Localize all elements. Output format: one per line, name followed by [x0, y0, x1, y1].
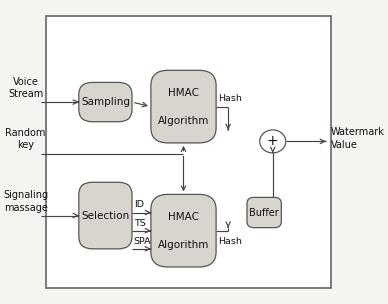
FancyBboxPatch shape — [151, 194, 216, 267]
Text: SPA: SPA — [134, 237, 151, 246]
Text: HMAC

Algorithm: HMAC Algorithm — [158, 88, 209, 126]
Text: Selection: Selection — [81, 211, 130, 220]
Text: Hash: Hash — [218, 94, 242, 103]
FancyBboxPatch shape — [79, 182, 132, 249]
Text: Sampling: Sampling — [81, 97, 130, 107]
Text: Random
key: Random key — [5, 128, 46, 150]
Text: Signaling
massage: Signaling massage — [3, 190, 48, 212]
FancyBboxPatch shape — [46, 16, 331, 288]
Text: +: + — [267, 134, 279, 148]
FancyBboxPatch shape — [79, 82, 132, 122]
Text: Voice
Stream: Voice Stream — [8, 77, 43, 99]
Text: HMAC

Algorithm: HMAC Algorithm — [158, 212, 209, 250]
Text: TS: TS — [134, 219, 146, 228]
FancyBboxPatch shape — [151, 70, 216, 143]
Text: Watermark
Value: Watermark Value — [331, 127, 385, 150]
Text: ID: ID — [134, 201, 144, 209]
Circle shape — [260, 130, 286, 153]
Text: Buffer: Buffer — [249, 208, 279, 218]
Text: Hash: Hash — [218, 237, 242, 246]
FancyBboxPatch shape — [247, 197, 281, 228]
